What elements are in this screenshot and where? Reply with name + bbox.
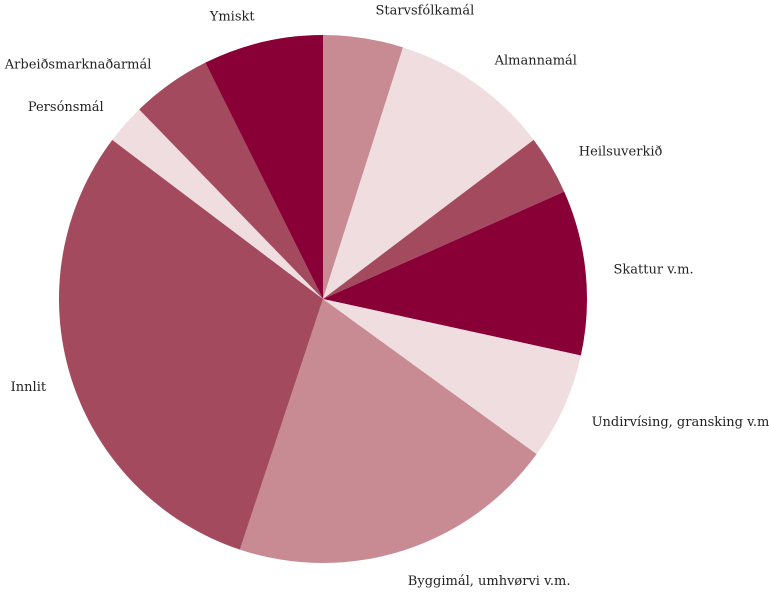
pie-slice-byggimal-umhv-rvi-v-m xyxy=(239,299,537,564)
slice-label-personsmal: Persónsmál xyxy=(28,100,104,115)
pie-slice-heilsuverki xyxy=(323,139,565,299)
pie-slice-skattur-v-m xyxy=(323,191,588,356)
pie-slice-almannamal xyxy=(323,47,534,299)
pie-slice-starvsfolkamal xyxy=(323,35,404,299)
slice-label-innlit: Innlit xyxy=(11,380,47,395)
pie-slice-arbei-smarkna-armal xyxy=(139,62,323,300)
pie-slices xyxy=(58,35,588,564)
slice-label-starvsfolkamal: Starvsfólkamál xyxy=(376,3,475,18)
slice-label-heilsuverki: Heilsuverkið xyxy=(579,145,663,160)
pie-slice-ymiskt xyxy=(205,35,323,299)
slice-label-ymiskt: Ymiskt xyxy=(209,10,256,25)
pie-slice-personsmal xyxy=(112,109,323,299)
pie-slice-undirvising-gransking-v-m xyxy=(323,299,581,455)
slice-label-undirvising-gransking-v-m: Undirvísing, gransking v.m. xyxy=(592,415,769,430)
pie-labels: Starvsfólkamál Almannamál Heilsuverkið Skat… xyxy=(4,3,769,589)
slice-label-almannamal: Almannamál xyxy=(494,53,577,68)
slice-label-arbei-smarkna-armal: Arbeiðsmarknaðarmál xyxy=(4,57,152,72)
slice-label-byggimal-umhv-rvi-v-m: Byggimál, umhvørvi v.m. xyxy=(408,574,571,589)
pie-slice-innlit xyxy=(58,139,323,550)
slice-label-skattur-v-m: Skattur v.m. xyxy=(614,263,694,278)
